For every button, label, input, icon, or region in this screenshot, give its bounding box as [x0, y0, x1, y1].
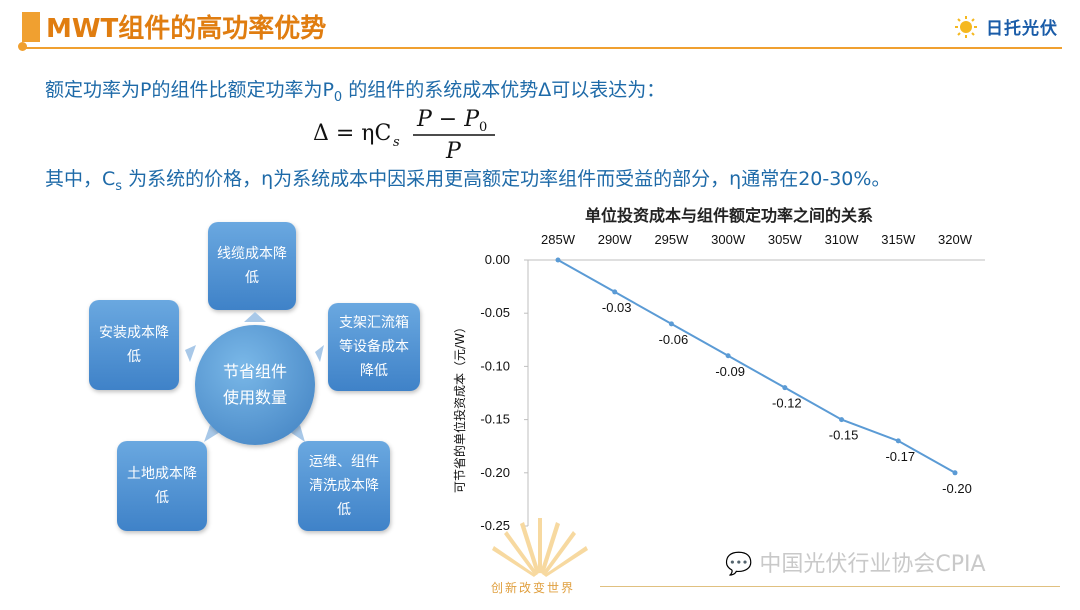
data-label: -0.03: [602, 300, 632, 315]
intro-text-rest: 的组件的系统成本优势Δ可以表达为：: [342, 79, 666, 101]
company-logo: 日托光伏: [952, 14, 1058, 39]
x-tick-label: 320W: [938, 232, 973, 247]
line-chart: 285W 290W 295W 300W 305W 310W 315W 320W 0.00 -0.0…: [452, 232, 985, 533]
data-point: [612, 289, 618, 295]
title-underline: [22, 47, 1062, 49]
data-label: -0.20: [942, 481, 972, 496]
diagram-item-land: 土地成本降 低: [117, 441, 207, 531]
y-tick-label: -0.20: [480, 465, 510, 480]
svg-text:0: 0: [479, 120, 487, 135]
data-label: -0.09: [715, 364, 745, 379]
watermark-text: 中国光伏行业协会CPIA: [759, 552, 986, 577]
title-accent-bar: [22, 12, 40, 42]
title-dot: [18, 42, 27, 51]
x-tick-label: 285W: [541, 232, 576, 247]
arrow-left-icon: [185, 345, 196, 362]
data-label: -0.12: [772, 396, 802, 411]
diagram-item-bracket: 支架汇流箱 等设备成本 降低: [328, 303, 420, 391]
y-tick-label: -0.10: [480, 358, 510, 373]
explanation-text-a: 其中，C: [45, 168, 116, 190]
intro-text-main: 额定功率为P的组件比额定功率为P: [45, 79, 334, 101]
wechat-icon: 💬: [725, 552, 753, 577]
sun-rays-logo-icon: [492, 518, 588, 577]
data-label: -0.15: [829, 428, 859, 443]
intro-subscript: 0: [333, 89, 343, 105]
diagram-item-cable: 线缆成本降 低: [208, 222, 296, 310]
explanation-text: 其中，Cs 为系统的价格，η为系统成本中因采用更高额定功率组件而受益的部分，η通…: [45, 164, 890, 194]
svg-text:Δ = ηC: Δ = ηC: [313, 121, 391, 146]
data-label: -0.17: [885, 449, 915, 464]
footer-slogan: 创新改变世界: [491, 581, 576, 595]
data-point: [895, 438, 901, 444]
x-tick-label: 295W: [654, 232, 689, 247]
footer-line: [600, 586, 1060, 587]
watermark: 💬 中国光伏行业协会CPIA: [725, 546, 986, 578]
diagram-item-installation: 安装成本降 低: [89, 300, 179, 390]
y-tick-label: -0.05: [480, 305, 510, 320]
cost-formula: Δ = ηC s P − P 0 P: [313, 107, 495, 162]
arrow-right-icon: [315, 345, 324, 362]
diagram-center: 节省组件 使用数量: [195, 325, 315, 445]
data-point: [725, 353, 731, 359]
data-point: [668, 321, 674, 327]
svg-text:s: s: [393, 135, 400, 150]
header: MWT组件的高功率优势 日托光伏: [0, 0, 1080, 51]
intro-text: 额定功率为P的组件比额定功率为P0 的组件的系统成本优势Δ可以表达为：: [45, 75, 665, 105]
series-line: [557, 259, 956, 474]
chart-title: 单位投资成本与组件额定功率之间的关系: [585, 206, 874, 225]
y-tick-label: 0.00: [485, 252, 510, 267]
y-axis-label: 可节省的单位投资成本（元/W）: [452, 321, 467, 493]
svg-text:P − P: P − P: [416, 107, 480, 132]
data-point: [952, 470, 958, 476]
svg-text:P: P: [445, 139, 462, 162]
x-tick-label: 305W: [768, 232, 803, 247]
x-tick-label: 290W: [598, 232, 633, 247]
x-tick-label: 310W: [825, 232, 860, 247]
data-point: [782, 385, 788, 391]
logo-text: 日托光伏: [986, 19, 1058, 39]
arrow-down-right-icon: [290, 425, 305, 442]
sun-logo-icon: [955, 15, 977, 38]
explanation-text-b: 为系统的价格，η为系统成本中因采用更高额定功率组件而受益的部分，η通常在20-3…: [122, 168, 891, 190]
data-label: -0.06: [659, 332, 689, 347]
x-tick-label: 300W: [711, 232, 746, 247]
y-tick-label: -0.25: [480, 518, 510, 533]
arrow-up-icon: [244, 312, 266, 322]
y-tick-label: -0.15: [480, 412, 510, 427]
data-point: [839, 417, 845, 423]
explanation-subscript: s: [115, 178, 123, 194]
diagram-item-maintenance: 运维、组件 清洗成本降 低: [298, 441, 390, 531]
data-point: [555, 257, 561, 263]
x-tick-label: 315W: [881, 232, 916, 247]
page-title: MWT组件的高功率优势: [46, 14, 327, 44]
